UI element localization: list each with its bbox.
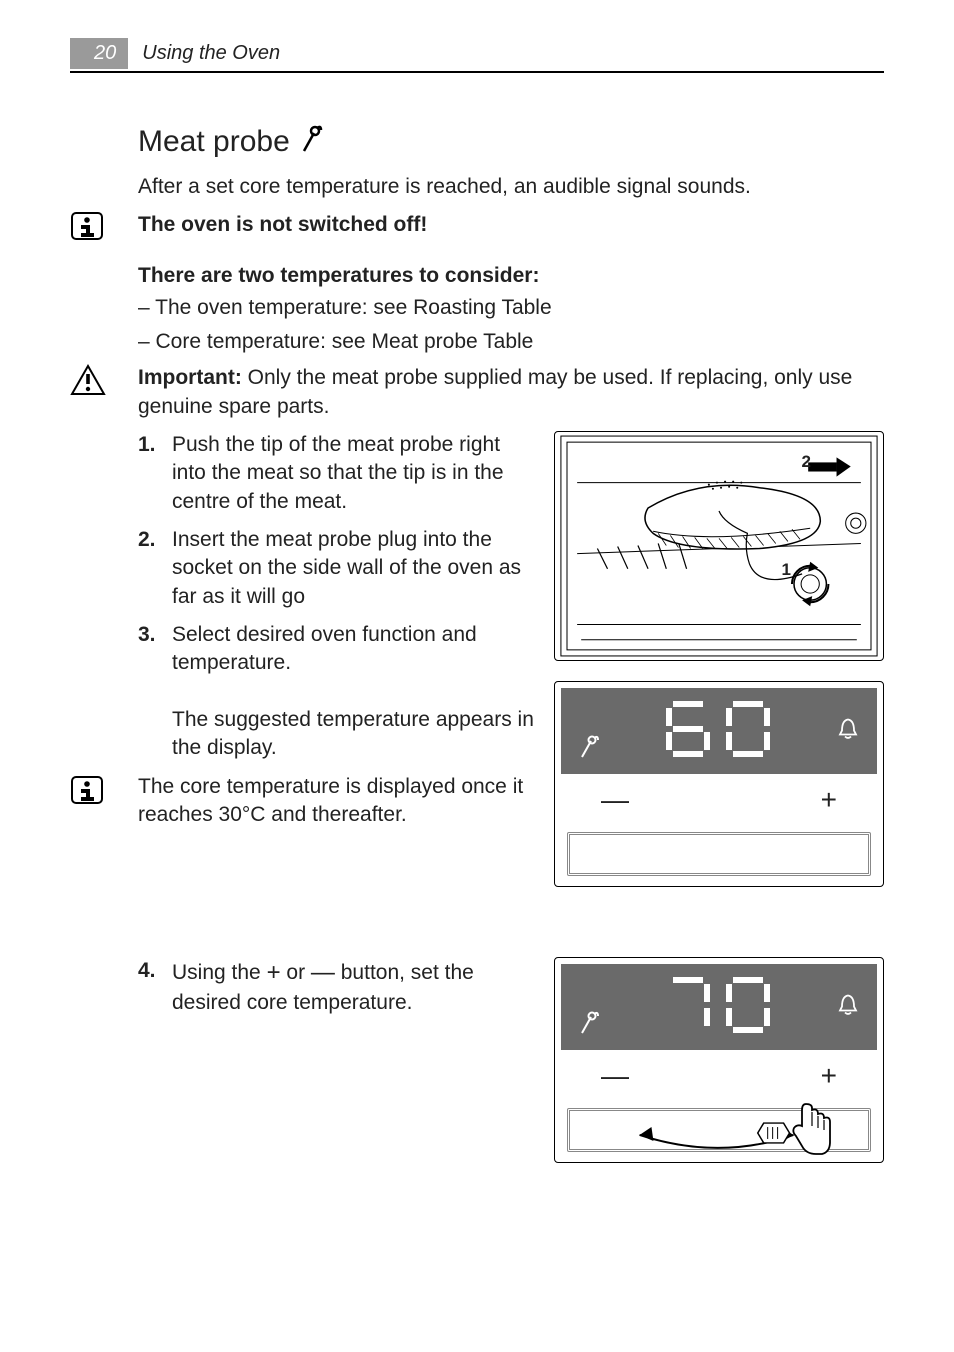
steps-list-2: 4. Using the + or — button, set the desi… [138, 957, 534, 1018]
plus-minus-row: — + [561, 1050, 877, 1104]
info-text-2: The core temperature is displayed once i… [138, 773, 534, 830]
step-4-row: 4. Using the + or — button, set the desi… [138, 957, 884, 1183]
arrow-2 [808, 457, 851, 476]
warning-block: Important: Only the meat probe supplied … [138, 364, 884, 421]
step-2-text: Insert the meat probe plug into the sock… [172, 528, 521, 608]
right-col-illustrations: 2 1 [554, 431, 884, 907]
warning-icon [70, 364, 106, 396]
illus-label-1: 1 [782, 560, 791, 580]
suggested-temp-note: The suggested temperature appears in the… [138, 706, 534, 763]
minus-icon: — [601, 784, 629, 816]
meat-shape [645, 481, 820, 549]
sub-heading: There are two temperatures to consider: [138, 264, 884, 288]
step-3-text: Select desired oven function and tempera… [172, 623, 477, 674]
bell-icon [837, 717, 859, 746]
info-icon [70, 211, 104, 241]
bell-icon [837, 993, 859, 1022]
step-4-text: Using the + or — button, set the desired… [172, 961, 474, 1015]
step-4-right: — + [554, 957, 884, 1183]
seven-seg-60 [659, 694, 779, 769]
section-title-text: Meat probe [138, 125, 290, 159]
illus-label-2: 2 [802, 452, 811, 472]
meat-probe-icon [579, 733, 601, 764]
dash-item-2: – Core temperature: see Meat probe Table [138, 328, 884, 356]
plus-icon: + [267, 957, 281, 989]
blank-strip [567, 832, 871, 876]
step-1-num: 1. [138, 431, 156, 459]
step-3: 3. Select desired oven function and tempe… [138, 621, 534, 678]
minus-icon: — [601, 1060, 629, 1092]
meat-probe-icon [579, 1009, 601, 1040]
meat-probe-icon [300, 123, 324, 161]
step-4-mid: or [281, 961, 311, 984]
step-4: 4. Using the + or — button, set the desi… [138, 957, 534, 1018]
oven-svg [555, 432, 883, 660]
display-panel-70: — + [554, 957, 884, 1163]
step-4-left: 4. Using the + or — button, set the desi… [138, 957, 534, 1028]
step-1-text: Push the tip of the meat probe right int… [172, 433, 504, 513]
oven-illustration: 2 1 [554, 431, 884, 661]
info-block-1: The oven is not switched off! [138, 211, 884, 239]
step-1: 1. Push the tip of the meat probe right i… [138, 431, 534, 516]
page-container: 20 Using the Oven Meat probe After a set… [0, 0, 954, 1243]
steps-1-3-row: 1. Push the tip of the meat probe right i… [138, 431, 884, 907]
important-text: Only the meat probe supplied may be used… [138, 366, 852, 417]
important-label: Important: [138, 366, 242, 389]
pointing-hand-icon [784, 1100, 834, 1163]
steps-left-col: 1. Push the tip of the meat probe right i… [138, 431, 534, 839]
step-2-num: 2. [138, 526, 156, 554]
section-title: Meat probe [138, 123, 884, 161]
header-section-title: Using the Oven [142, 42, 280, 65]
page-header: 20 Using the Oven [70, 38, 884, 73]
step-4-pre: Using the [172, 961, 267, 984]
step-2: 2. Insert the meat probe plug into the so… [138, 526, 534, 611]
important-paragraph: Important: Only the meat probe supplied … [138, 364, 884, 421]
info-icon [70, 775, 104, 805]
info-block-2: The core temperature is displayed once i… [138, 773, 534, 830]
seven-seg-70 [659, 970, 779, 1045]
intro-paragraph: After a set core temperature is reached,… [138, 173, 884, 201]
display-screen [561, 964, 877, 1050]
step-3-num: 3. [138, 621, 156, 649]
plus-icon: + [821, 1060, 837, 1092]
dash-item-1: – The oven temperature: see Roasting Tab… [138, 294, 884, 322]
minus-icon: — [311, 957, 335, 989]
display-screen [561, 688, 877, 774]
plus-minus-row: — + [561, 774, 877, 828]
blank-strip-with-finger [567, 1108, 871, 1152]
plus-icon: + [821, 784, 837, 816]
content-column: Meat probe After a set core temperature … [138, 123, 884, 1183]
page-number-badge: 20 [70, 38, 128, 69]
steps-list: 1. Push the tip of the meat probe right i… [138, 431, 534, 678]
info-text-1: The oven is not switched off! [138, 211, 884, 239]
display-panel-60: — + [554, 681, 884, 887]
step-4-num: 4. [138, 957, 156, 985]
